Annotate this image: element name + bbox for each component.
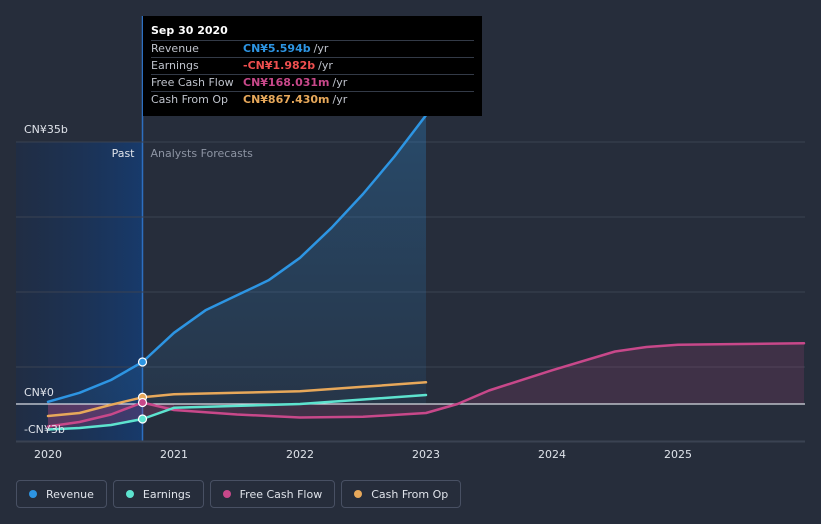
- legend-label: Cash From Op: [371, 487, 449, 501]
- tooltip-row-free-cash-flow: Free Cash Flow CN¥168.031m /yr: [151, 74, 474, 91]
- series-line-earnings: [46, 393, 428, 431]
- x-axis-label: 2020: [34, 448, 62, 461]
- forecast-label: Analysts Forecasts: [151, 147, 254, 160]
- legend-item-revenue[interactable]: Revenue: [16, 480, 107, 508]
- legend-label: Revenue: [46, 487, 94, 501]
- series-marker-free-cash-flow: [137, 397, 148, 408]
- tooltip-unit: /yr: [318, 59, 333, 72]
- past-label: Past: [112, 147, 136, 160]
- cash-from-op-dot-icon: [354, 490, 363, 498]
- x-axis-label: 2022: [286, 448, 314, 461]
- tooltip-label: Revenue: [151, 42, 199, 55]
- tooltip-unit: /yr: [332, 93, 348, 106]
- tooltip-value: -CN¥1.982b: [243, 59, 316, 72]
- tooltip-date: Sep 30 2020: [151, 24, 228, 37]
- tooltip-value: CN¥168.031m: [243, 76, 330, 89]
- tooltip-label: Free Cash Flow: [151, 76, 234, 89]
- series-marker-revenue: [137, 357, 148, 367]
- tooltip-row-cash-from-op: Cash From Op CN¥867.430m /yr: [151, 91, 474, 108]
- tooltip-row-earnings: Earnings -CN¥1.982b /yr: [151, 57, 474, 74]
- y-axis-label: CN¥35b: [24, 123, 68, 136]
- legend-item-cash-from-op[interactable]: Cash From Op: [341, 480, 462, 508]
- tooltip-label: Earnings: [151, 59, 199, 72]
- legend-label: Earnings: [142, 487, 191, 501]
- series-line-free-cash-flow: [46, 342, 806, 428]
- series-line-revenue: [46, 114, 428, 404]
- legend-item-earnings[interactable]: Earnings: [112, 480, 204, 508]
- free-cash-flow-dot-icon: [222, 490, 231, 498]
- earnings-dot-icon: [125, 490, 134, 498]
- legend-label: Free Cash Flow: [239, 487, 323, 501]
- tooltip-value: CN¥867.430m: [243, 93, 330, 106]
- y-axis-label: CN¥0: [24, 386, 54, 399]
- tooltip-label: Cash From Op: [151, 93, 229, 106]
- y-axis-label: -CN¥3b: [24, 423, 65, 436]
- series-line-cash-from-op: [46, 381, 428, 418]
- x-axis-label: 2025: [664, 448, 692, 461]
- tooltip-value: CN¥5.594b: [243, 42, 311, 55]
- chart-legend: Revenue Earnings Free Cash Flow Cash Fro…: [16, 480, 462, 508]
- x-axis-label: 2023: [412, 448, 440, 461]
- tooltip-unit: /yr: [332, 76, 348, 89]
- data-tooltip: Sep 30 2020 Revenue CN¥5.594b /yr Earnin…: [143, 16, 482, 116]
- x-axis-label: 2024: [538, 448, 566, 461]
- series-marker-earnings: [137, 414, 148, 424]
- revenue-area: [48, 115, 426, 405]
- revenue-dot-icon: [29, 490, 37, 498]
- legend-item-free-cash-flow[interactable]: Free Cash Flow: [209, 480, 336, 508]
- x-axis-label: 2021: [160, 448, 188, 461]
- tooltip-row-revenue: Revenue CN¥5.594b /yr: [151, 40, 474, 57]
- tooltip-unit: /yr: [313, 42, 329, 55]
